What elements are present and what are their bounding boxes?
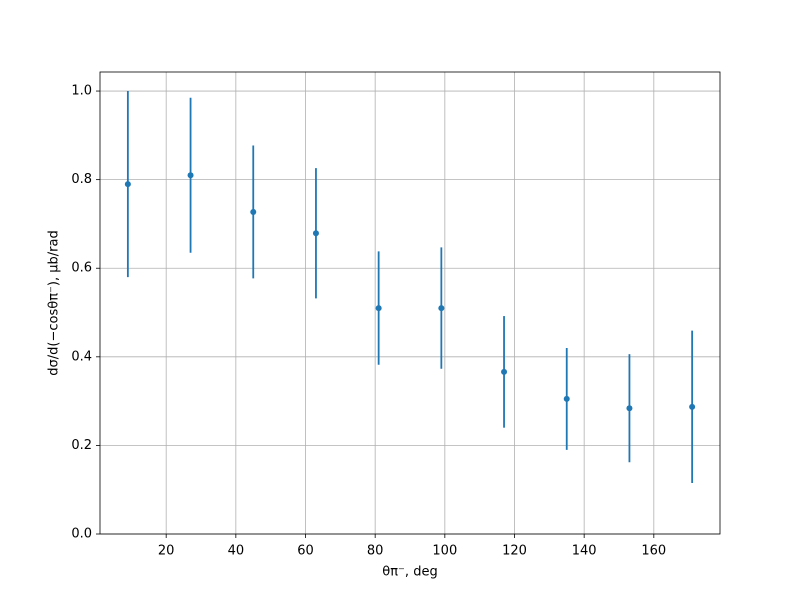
- x-axis-label: θπ⁻, deg: [382, 565, 437, 580]
- y-tick-label: 0.8: [71, 172, 92, 187]
- y-axis-label: dσ/d(−cosθπ⁻), μb/rad: [47, 230, 62, 375]
- data-point: [501, 368, 508, 375]
- data-point: [312, 230, 319, 237]
- x-tick-label: 40: [228, 544, 245, 559]
- x-tick-label: 100: [432, 544, 457, 559]
- data-point: [563, 395, 570, 402]
- y-tick-label: 0.2: [71, 438, 92, 453]
- data-point: [250, 208, 257, 215]
- data-point: [626, 405, 633, 412]
- data-point: [438, 305, 445, 312]
- x-tick-label: 80: [367, 544, 384, 559]
- y-tick-label: 1.0: [71, 84, 92, 99]
- x-tick-label: 140: [572, 544, 597, 559]
- data-point: [689, 403, 696, 410]
- data-point: [124, 181, 131, 188]
- plot-area: [100, 72, 720, 535]
- y-tick-label: 0.6: [71, 261, 92, 276]
- x-tick-label: 160: [641, 544, 666, 559]
- x-tick-label: 120: [502, 544, 527, 559]
- x-tick-label: 20: [158, 544, 175, 559]
- y-tick-label: 0.0: [71, 527, 92, 542]
- data-point: [375, 305, 382, 312]
- data-point: [187, 172, 194, 179]
- x-tick-label: 60: [297, 544, 314, 559]
- y-tick-label: 0.4: [71, 349, 92, 364]
- axes-frame: [99, 71, 721, 535]
